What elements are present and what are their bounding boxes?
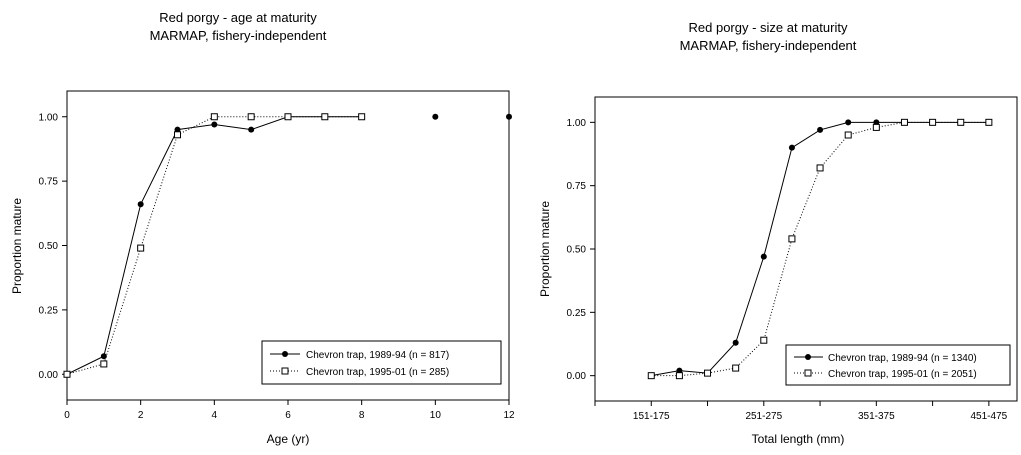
y-tick-label: 1.00 xyxy=(39,112,59,123)
chart-subtitle: MARMAP, fishery-independent xyxy=(150,28,327,43)
data-point-circle xyxy=(100,353,107,360)
data-point-square xyxy=(675,372,683,380)
age-maturity-chart: Red porgy - age at maturity MARMAP, fish… xyxy=(10,10,515,446)
y-tick-label: 0.75 xyxy=(39,177,59,188)
data-point-square xyxy=(844,131,852,139)
legend-marker-square xyxy=(804,369,812,377)
data-point-square xyxy=(704,369,712,377)
data-point-circle xyxy=(506,113,512,120)
x-tick-label: 251-275 xyxy=(745,411,782,422)
x-tick-label: 12 xyxy=(503,410,515,421)
chart-title: Red porgy - size at maturity xyxy=(689,20,848,35)
data-point-circle xyxy=(760,253,767,260)
legend-box xyxy=(261,340,502,385)
legend-label-1989-94: Chevron trap, 1989-94 (n = 1340) xyxy=(828,353,977,364)
y-tick-label: 0.75 xyxy=(567,181,587,192)
x-axis-label: Total length (mm) xyxy=(752,432,845,446)
data-point-square xyxy=(788,235,796,243)
data-point-circle xyxy=(817,126,824,133)
legend-label-1989-94: Chevron trap, 1989-94 (n = 817) xyxy=(306,350,449,361)
legend-label-1995-01: Chevron trap, 1995-01 (n = 285) xyxy=(306,367,449,378)
y-axis-label: Proportion mature xyxy=(538,201,552,297)
data-point-square xyxy=(929,118,937,126)
data-point-square xyxy=(985,118,993,126)
data-point-square xyxy=(816,164,824,172)
series-line-solid xyxy=(651,121,989,377)
data-point-circle xyxy=(248,126,255,133)
legend-marker-square xyxy=(281,367,289,375)
chart-subtitle: MARMAP, fishery-independent xyxy=(680,38,857,53)
data-point-square xyxy=(321,113,329,121)
series-line-dotted xyxy=(651,121,989,377)
y-axis-label: Proportion mature xyxy=(10,198,24,294)
size-maturity-chart: Red porgy - size at maturity MARMAP, fis… xyxy=(538,20,1018,446)
data-point-square xyxy=(760,336,768,344)
series-line-dotted xyxy=(66,116,362,375)
data-point-square xyxy=(100,360,108,368)
y-tick-label: 1.00 xyxy=(567,118,587,129)
data-point-square xyxy=(210,113,218,121)
data-point-circle xyxy=(732,339,739,346)
data-point-square xyxy=(174,131,181,139)
y-tick-label: 0.00 xyxy=(39,370,59,381)
data-point-square xyxy=(63,370,71,378)
legend: Chevron trap, 1989-94 (n = 1340) Chevron… xyxy=(785,344,1011,386)
data-point-square xyxy=(284,113,292,121)
data-point-square xyxy=(358,113,366,121)
data-point-square xyxy=(647,372,655,380)
legend-box xyxy=(785,344,1011,386)
x-tick-label: 151-175 xyxy=(633,411,670,422)
data-point-square xyxy=(872,123,880,131)
data-point-square xyxy=(247,113,255,121)
data-point-circle xyxy=(174,126,181,133)
data-point-square xyxy=(137,244,145,252)
x-tick-label: 351-375 xyxy=(858,411,895,422)
legend-label-1995-01: Chevron trap, 1995-01 (n = 2051) xyxy=(828,369,977,380)
data-point-circle xyxy=(211,121,218,128)
legend-marker-circle xyxy=(282,351,288,357)
data-point-circle xyxy=(845,119,852,126)
y-tick-label: 0.50 xyxy=(567,245,587,256)
x-tick-label: 10 xyxy=(430,410,442,421)
data-point-circle xyxy=(873,119,880,126)
x-axis-label: Age (yr) xyxy=(267,432,310,446)
data-point-square xyxy=(957,118,965,126)
data-point-square xyxy=(900,118,908,126)
x-tick-label: 451-475 xyxy=(971,411,1008,422)
x-tick-label: 6 xyxy=(285,410,291,421)
series-line-solid xyxy=(66,116,362,375)
data-point-circle xyxy=(432,113,439,120)
y-tick-label: 0.00 xyxy=(567,371,587,382)
chart-title: Red porgy - age at maturity xyxy=(159,10,317,25)
x-tick-label: 4 xyxy=(212,410,218,421)
x-tick-label: 2 xyxy=(138,410,144,421)
data-point-square xyxy=(732,364,740,372)
x-tick-label: 8 xyxy=(359,410,365,421)
legend-marker-circle xyxy=(805,354,811,360)
y-tick-label: 0.25 xyxy=(567,308,587,319)
y-tick-label: 0.25 xyxy=(39,305,59,316)
legend: Chevron trap, 1989-94 (n = 817) Chevron … xyxy=(261,340,502,385)
data-point-circle xyxy=(137,201,144,208)
x-tick-label: 0 xyxy=(64,410,70,421)
data-point-circle xyxy=(676,367,683,374)
data-point-circle xyxy=(788,144,795,151)
y-tick-label: 0.50 xyxy=(39,241,59,252)
